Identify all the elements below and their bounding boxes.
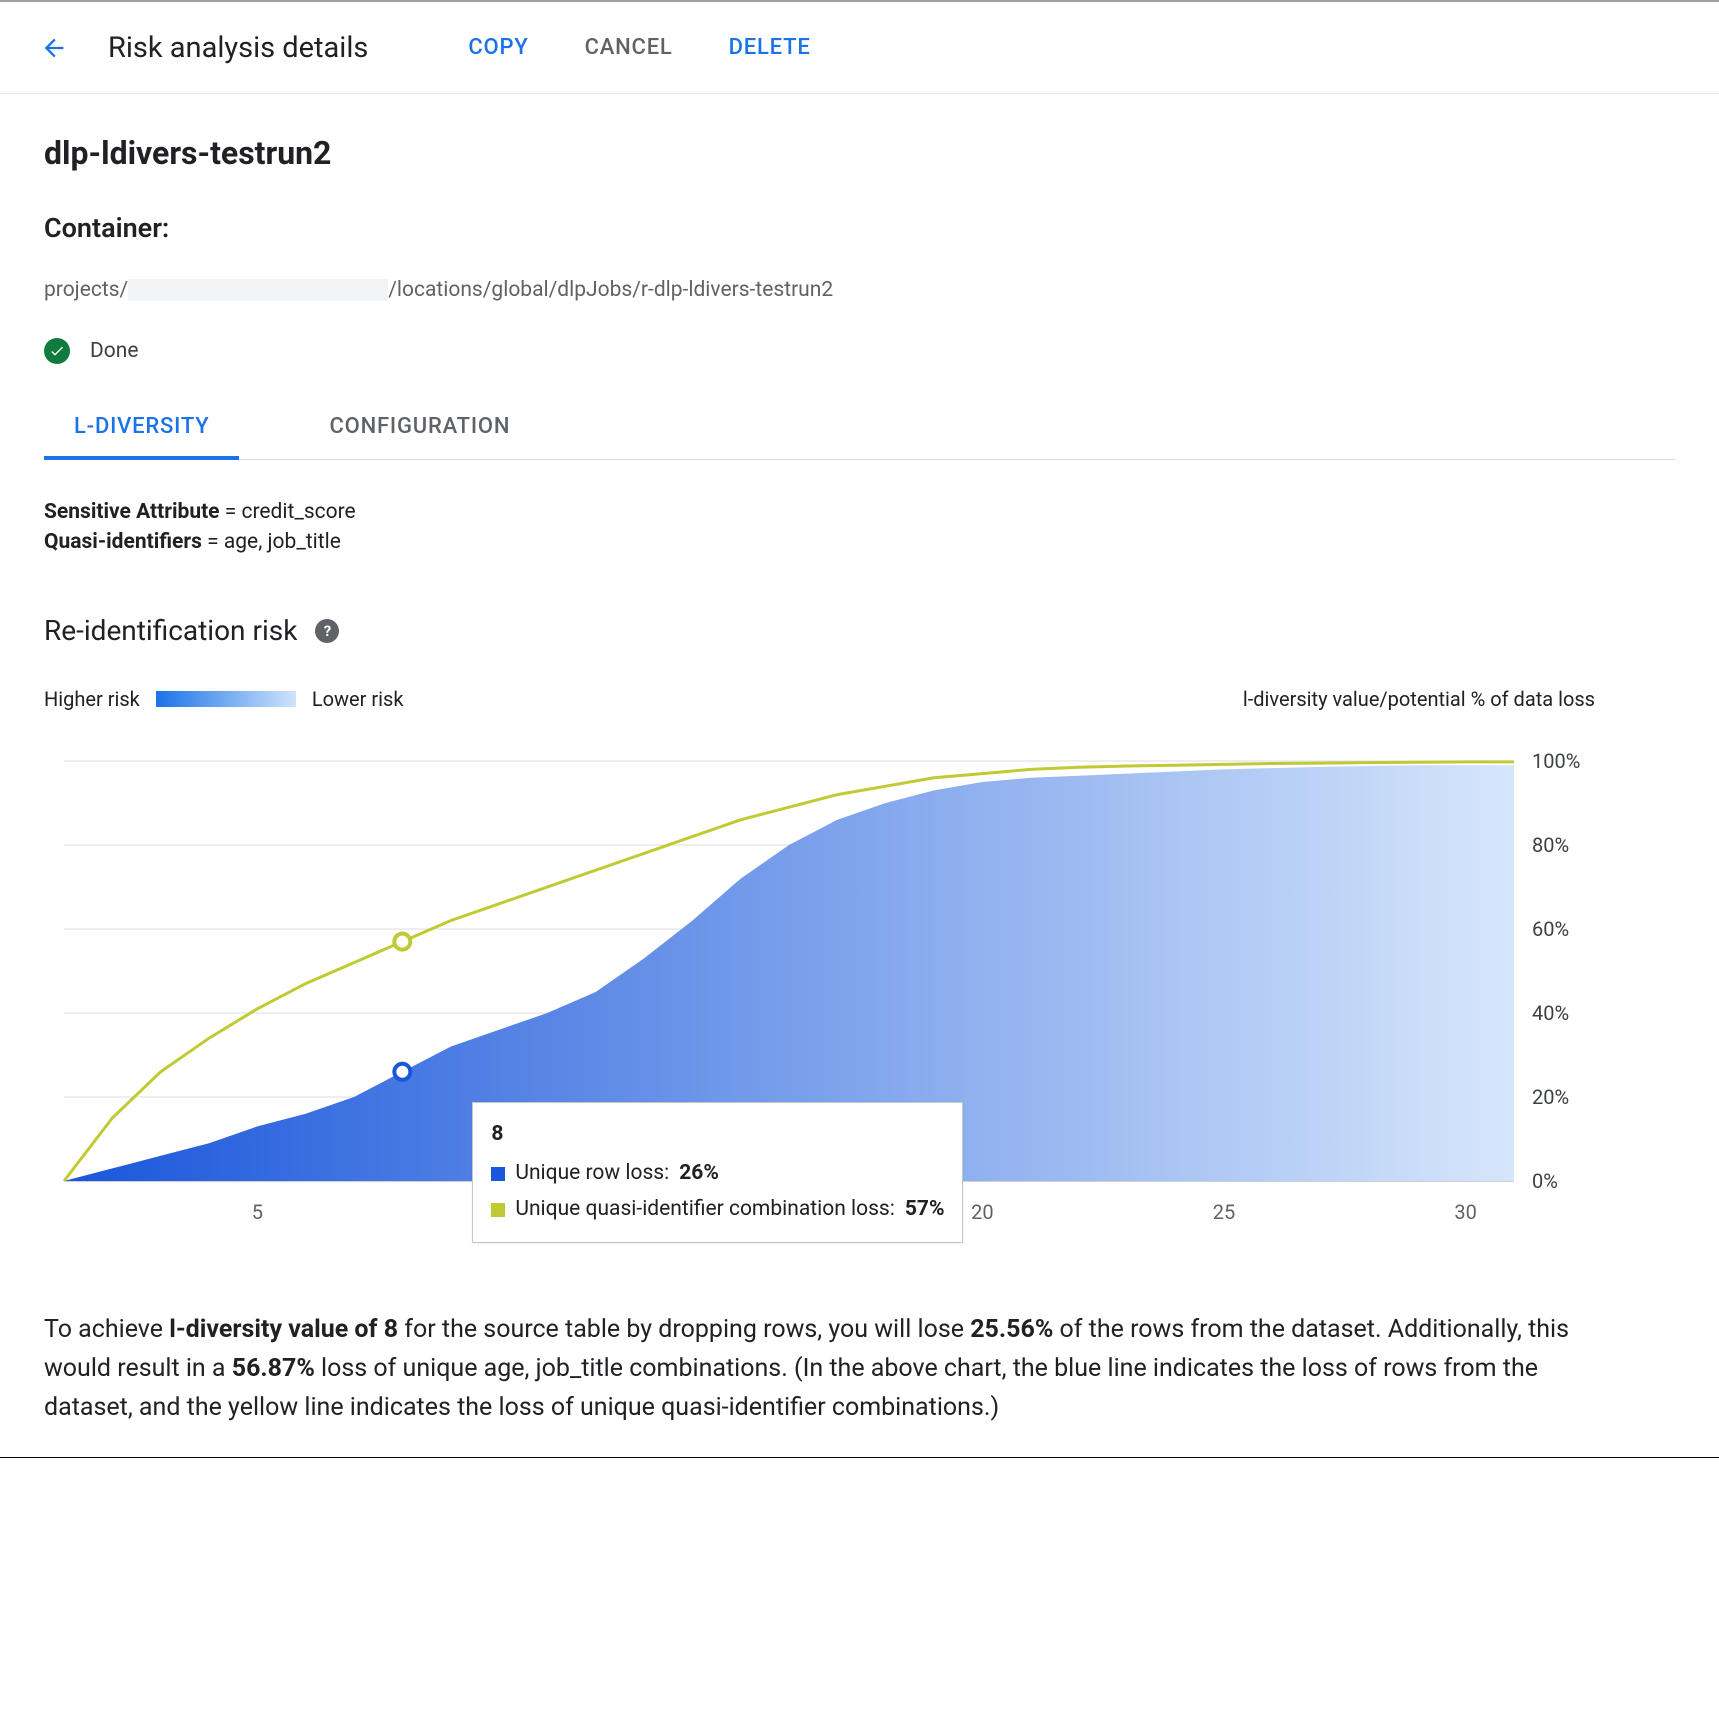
tooltip-value-1: 57% [905, 1192, 945, 1228]
tab-ldiversity[interactable]: L-DIVERSITY [74, 414, 209, 459]
tooltip-swatch-0-icon [491, 1167, 505, 1181]
sensitive-attr-label: Sensitive Attribute [44, 500, 220, 524]
tab-configuration[interactable]: CONFIGURATION [329, 414, 510, 459]
tooltip-label-0: Unique row loss: [515, 1156, 669, 1192]
risk-gradient-icon [156, 691, 296, 707]
legend-higher-risk: Higher risk [44, 687, 140, 711]
status-row: Done [44, 338, 1675, 364]
summary-bold-2: 25.56% [970, 1315, 1053, 1344]
sensitive-attribute-line: Sensitive Attribute = credit_score [44, 500, 1675, 524]
svg-text:5: 5 [252, 1200, 263, 1224]
svg-text:60%: 60% [1532, 917, 1569, 941]
back-arrow-icon[interactable] [40, 34, 68, 62]
resource-path: projects/ /locations/global/dlpJobs/r-dl… [44, 278, 1675, 302]
tooltip-row-1: Unique quasi-identifier combination loss… [491, 1192, 944, 1228]
quasi-id-label: Quasi-identifiers [44, 530, 202, 554]
chart-tooltip: 8 Unique row loss: 26% Unique quasi-iden… [472, 1102, 963, 1243]
tooltip-label-1: Unique quasi-identifier combination loss… [515, 1192, 895, 1228]
container-label: Container: [44, 212, 1675, 244]
svg-text:100%: 100% [1532, 751, 1580, 773]
summary-part-1b: for the source table by dropping rows, y… [398, 1315, 970, 1344]
header-actions: COPY CANCEL DELETE [468, 35, 810, 60]
delete-button[interactable]: DELETE [729, 35, 811, 60]
summary-bold-3: 56.87% [232, 1354, 315, 1383]
svg-text:0%: 0% [1532, 1169, 1558, 1193]
section-title: Re-identification risk [44, 614, 297, 647]
page-title: Risk analysis details [108, 31, 368, 65]
svg-text:40%: 40% [1532, 1001, 1569, 1025]
svg-text:20: 20 [971, 1200, 993, 1224]
help-icon[interactable]: ? [315, 619, 339, 643]
tooltip-swatch-1-icon [491, 1203, 505, 1217]
redacted-project-id [128, 279, 388, 301]
path-prefix: projects/ [44, 278, 128, 302]
legend-row: Higher risk Lower risk l-diversity value… [44, 687, 1675, 711]
tooltip-row-0: Unique row loss: 26% [491, 1156, 944, 1192]
summary-part-1a: To achieve [44, 1315, 169, 1344]
section-heading-row: Re-identification risk ? [44, 614, 1675, 647]
sensitive-attr-value: credit_score [241, 500, 355, 524]
quasi-id-value: age, job_title [224, 530, 341, 554]
svg-text:20%: 20% [1532, 1085, 1569, 1109]
legend-left: Higher risk Lower risk [44, 687, 403, 711]
svg-text:25: 25 [1213, 1200, 1235, 1224]
job-name: dlp-ldivers-testrun2 [44, 134, 1675, 172]
cancel-button[interactable]: CANCEL [585, 35, 673, 60]
chart-container: 0%20%40%60%80%100%51015202530 8 Unique r… [44, 751, 1675, 1231]
legend-lower-risk: Lower risk [312, 687, 404, 711]
path-suffix: /locations/global/dlpJobs/r-dlp-ldivers-… [388, 278, 833, 302]
svg-text:80%: 80% [1532, 833, 1569, 857]
status-text: Done [90, 339, 139, 363]
summary-bold-1: l-diversity value of 8 [169, 1315, 398, 1344]
legend-right: l-diversity value/potential % of data lo… [1243, 687, 1595, 711]
tabs: L-DIVERSITY CONFIGURATION [44, 414, 1675, 460]
summary-text: To achieve l-diversity value of 8 for th… [44, 1311, 1604, 1427]
page-header: Risk analysis details COPY CANCEL DELETE [0, 2, 1719, 94]
tooltip-x-label: 8 [491, 1117, 944, 1153]
check-icon [44, 338, 70, 364]
quasi-identifiers-line: Quasi-identifiers = age, job_title [44, 530, 1675, 554]
copy-button[interactable]: COPY [468, 35, 528, 60]
tooltip-value-0: 26% [679, 1156, 719, 1192]
svg-text:30: 30 [1454, 1200, 1476, 1224]
